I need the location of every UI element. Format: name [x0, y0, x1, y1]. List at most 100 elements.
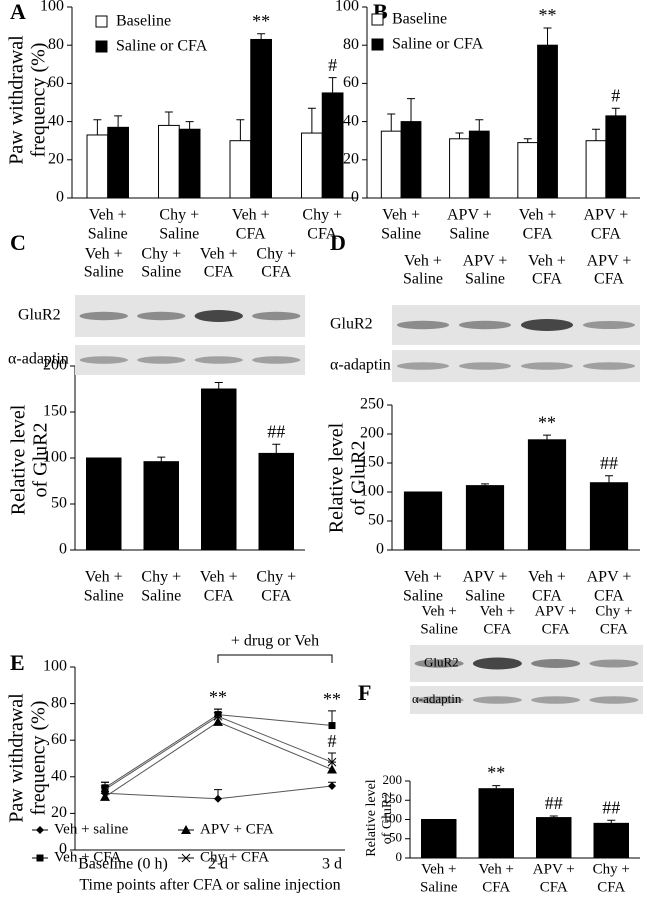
blot-band — [252, 356, 301, 364]
x-tick-label: Chy + — [256, 569, 296, 586]
x-tick-label: 3 d — [322, 856, 342, 873]
y-tick-label: 200 — [383, 772, 403, 787]
error-bar — [93, 119, 102, 135]
x-tick-label: Veh + — [85, 569, 123, 586]
x-tick-label: Veh + — [519, 207, 557, 224]
y-tick-label: 80 — [51, 694, 67, 711]
blot-band — [137, 311, 186, 321]
annotation: ** — [538, 412, 556, 432]
bar — [593, 822, 629, 859]
x-tick-label: APV + — [533, 861, 575, 877]
x-tick-label: Saline — [420, 879, 458, 895]
blot-band — [582, 321, 636, 329]
y-tick-label: 0 — [59, 541, 67, 558]
y-tick-label: 100 — [335, 0, 359, 15]
error-bar — [387, 113, 396, 132]
blot-header: Veh + — [404, 253, 442, 270]
blot-band — [531, 659, 581, 668]
x-tick-label: CFA — [307, 226, 337, 243]
y-tick-label: 250 — [360, 396, 384, 413]
blot-header: Chy + — [141, 246, 181, 263]
y-tick-label: 50 — [51, 495, 67, 512]
x-tick-label: Saline — [403, 588, 443, 605]
bar — [527, 439, 567, 551]
x-tick-label: Veh + — [382, 207, 420, 224]
y-tick-label: 80 — [343, 36, 359, 53]
blot-header: Veh + — [528, 253, 566, 270]
y-tick-label: 20 — [51, 804, 67, 821]
error-bar — [214, 382, 223, 389]
legend-swatch — [371, 13, 384, 26]
point — [213, 712, 223, 721]
blot-row-label: GluR2 — [18, 307, 61, 324]
bar — [250, 38, 272, 199]
x-tick-label: CFA — [236, 226, 266, 243]
error-bar — [272, 443, 281, 454]
bar — [589, 482, 629, 551]
error-bar — [591, 128, 600, 141]
legend-label: Chy + CFA — [200, 849, 269, 865]
error-bar — [157, 456, 166, 462]
error-bar — [214, 708, 222, 717]
blot-header: APV + — [587, 253, 632, 270]
blot-header: Saline — [84, 264, 124, 281]
blot-header: CFA — [600, 621, 628, 637]
x-tick-label: Veh + — [528, 569, 566, 586]
legend-marker — [181, 825, 191, 834]
x-tick-label: Chy + — [302, 207, 342, 224]
x-tick-label: APV + — [587, 569, 632, 586]
bar — [178, 128, 201, 199]
annotation: ## — [267, 421, 285, 441]
bracket — [217, 654, 333, 663]
point — [328, 722, 336, 730]
blot-header: CFA — [483, 621, 511, 637]
bar — [86, 134, 109, 199]
blot-header: CFA — [261, 264, 291, 281]
bar — [201, 388, 237, 551]
x-tick-label: CFA — [482, 879, 510, 895]
legend-marker — [36, 854, 44, 862]
blot-row-label: α-adaptin — [330, 357, 391, 374]
bar — [229, 140, 252, 199]
bar — [468, 130, 490, 199]
y-tick-label: 150 — [383, 791, 403, 806]
blot-header: CFA — [594, 271, 624, 288]
blot-band — [520, 319, 574, 331]
legend-label: Baseline — [392, 11, 447, 28]
bar — [478, 788, 514, 859]
x-tick-label: CFA — [597, 879, 625, 895]
series-line — [104, 715, 333, 791]
error-bar — [328, 752, 336, 763]
blot-band — [472, 696, 522, 704]
bar — [421, 819, 457, 859]
blot-header: Veh + — [480, 603, 516, 619]
x-tick-label: Veh + — [478, 861, 514, 877]
point — [214, 794, 222, 803]
blot-band — [414, 696, 464, 704]
y-axis-label: of GluR2 — [380, 792, 395, 845]
x-tick-label: CFA — [594, 588, 624, 605]
y-axis-label: Relative level — [364, 779, 379, 856]
y-tick-label: 100 — [40, 0, 64, 15]
y-axis-label: Relative level — [8, 404, 30, 515]
bar — [107, 126, 129, 199]
blot-header: Veh + — [421, 603, 457, 619]
legend-marker — [181, 853, 191, 863]
blot-header: CFA — [532, 271, 562, 288]
panel-letter: D — [330, 230, 346, 255]
error-bar — [257, 33, 266, 40]
error-bar — [611, 107, 620, 116]
x-tick-label: APV + — [463, 569, 508, 586]
blot-row-label: α-adaptin — [412, 691, 462, 706]
y-tick-label: 150 — [360, 454, 384, 471]
y-tick-label: 100 — [383, 810, 403, 825]
blot-band — [79, 356, 128, 364]
legend-swatch — [371, 38, 384, 51]
bar — [449, 138, 470, 199]
x-tick-label: APV + — [447, 207, 492, 224]
blot-band — [589, 659, 639, 668]
x-tick-label: Saline — [141, 588, 181, 605]
bar — [301, 132, 323, 199]
error-bar — [605, 475, 613, 483]
blot-band — [589, 696, 639, 704]
